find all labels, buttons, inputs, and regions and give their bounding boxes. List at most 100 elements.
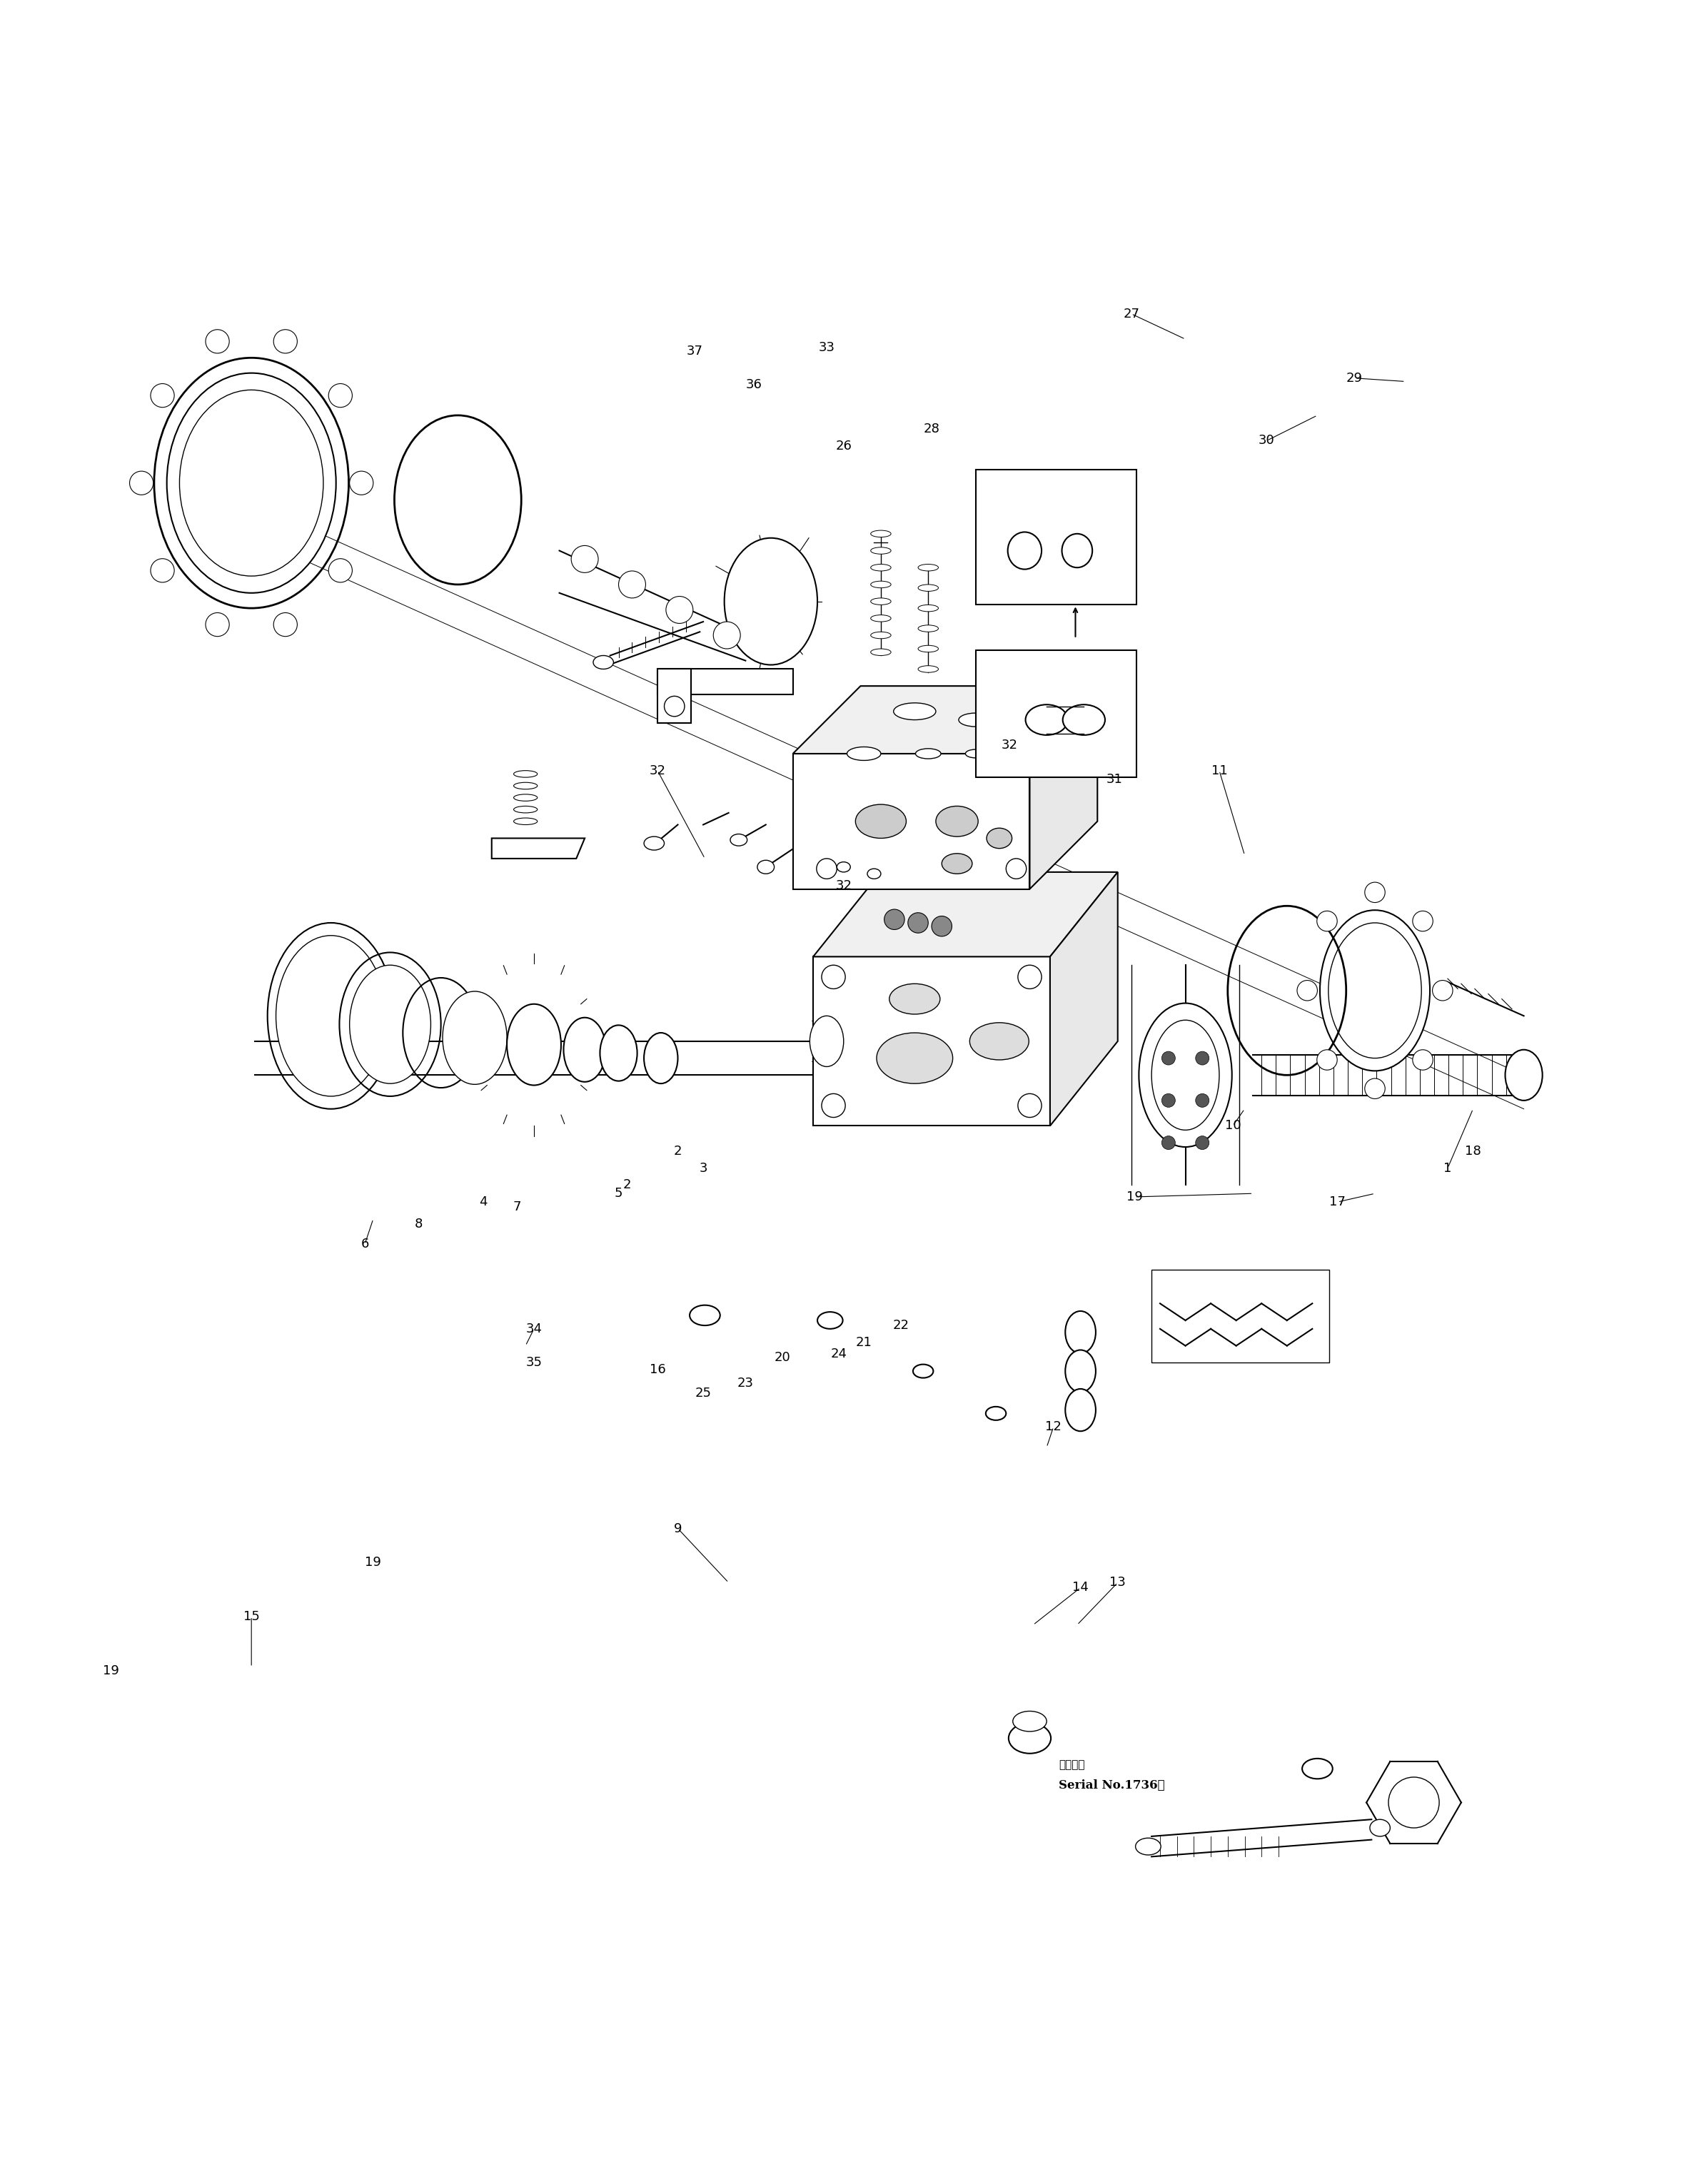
Circle shape [1162,1051,1176,1066]
Text: 29: 29 [1347,371,1362,384]
Text: 17: 17 [1330,1195,1345,1208]
Polygon shape [1030,686,1098,889]
Text: Serial No.1736～: Serial No.1736～ [1059,1780,1164,1791]
Circle shape [151,384,174,408]
Ellipse shape [276,935,386,1096]
Ellipse shape [730,834,747,845]
Ellipse shape [847,747,881,760]
Text: 8: 8 [415,1216,424,1230]
Polygon shape [813,871,1118,957]
Ellipse shape [871,531,891,537]
Polygon shape [491,839,584,858]
Ellipse shape [507,1005,561,1085]
Circle shape [1433,981,1453,1000]
Circle shape [618,570,645,598]
Text: 11: 11 [1211,764,1228,778]
Text: 2: 2 [623,1179,632,1192]
Ellipse shape [442,992,507,1085]
Polygon shape [793,753,1030,889]
Circle shape [1006,858,1027,878]
Ellipse shape [1008,533,1042,570]
Ellipse shape [918,585,938,592]
Text: 4: 4 [479,1195,488,1208]
Circle shape [1316,911,1337,930]
Circle shape [205,330,229,354]
Text: 16: 16 [649,1363,666,1376]
Text: 28: 28 [923,422,940,435]
Ellipse shape [1062,533,1093,568]
Ellipse shape [1013,1710,1047,1732]
Circle shape [1413,911,1433,930]
Ellipse shape [644,1033,678,1083]
Ellipse shape [871,563,891,570]
Ellipse shape [1008,1723,1050,1754]
Polygon shape [793,686,1098,753]
Text: 6: 6 [361,1238,369,1251]
Text: 27: 27 [1123,308,1140,321]
Ellipse shape [855,804,906,839]
Ellipse shape [349,965,430,1083]
Text: 13: 13 [1110,1577,1127,1590]
Text: 37: 37 [686,345,703,358]
Text: 24: 24 [830,1348,847,1361]
Ellipse shape [180,391,324,577]
Circle shape [932,915,952,937]
Circle shape [571,546,598,572]
Ellipse shape [871,581,891,587]
Bar [976,651,1137,778]
Circle shape [1413,1051,1433,1070]
Circle shape [908,913,928,933]
Text: 36: 36 [745,378,762,391]
Text: 22: 22 [893,1319,910,1332]
Polygon shape [1050,871,1118,1125]
Circle shape [1196,1094,1210,1107]
Circle shape [822,1094,845,1118]
Ellipse shape [871,548,891,555]
Circle shape [129,472,152,496]
Text: 35: 35 [525,1356,542,1369]
Ellipse shape [942,854,972,874]
Ellipse shape [986,828,1011,847]
Ellipse shape [1025,705,1067,736]
Ellipse shape [564,1018,606,1081]
Circle shape [884,909,905,930]
Text: 20: 20 [774,1352,791,1365]
Circle shape [1316,1051,1337,1070]
Text: 3: 3 [700,1162,708,1175]
Ellipse shape [166,373,335,592]
Ellipse shape [644,836,664,850]
Ellipse shape [918,563,938,570]
Circle shape [1162,1094,1176,1107]
Circle shape [664,697,684,716]
Text: 32: 32 [835,880,852,891]
Polygon shape [813,957,1050,1125]
Circle shape [666,596,693,622]
Ellipse shape [1138,1002,1232,1147]
Ellipse shape [871,649,891,655]
Text: 34: 34 [525,1324,542,1334]
Ellipse shape [966,749,986,758]
Text: 30: 30 [1259,435,1276,448]
Text: 10: 10 [1225,1120,1242,1131]
Circle shape [151,559,174,583]
Ellipse shape [871,631,891,638]
Text: 適用号機: 適用号機 [1059,1760,1084,1771]
Ellipse shape [757,860,774,874]
Bar [1152,1269,1330,1363]
Ellipse shape [810,1016,844,1066]
Circle shape [1018,1094,1042,1118]
Text: 19: 19 [1127,1190,1143,1203]
Circle shape [329,559,352,583]
Circle shape [1389,1778,1440,1828]
Text: 15: 15 [244,1610,259,1623]
Text: 31: 31 [1106,773,1123,786]
Circle shape [817,858,837,878]
Ellipse shape [1135,1839,1160,1854]
Circle shape [1196,1051,1210,1066]
Ellipse shape [918,605,938,612]
Circle shape [1365,1079,1386,1099]
Ellipse shape [959,712,993,727]
Ellipse shape [871,616,891,622]
Ellipse shape [893,703,935,721]
Text: 26: 26 [835,439,852,452]
